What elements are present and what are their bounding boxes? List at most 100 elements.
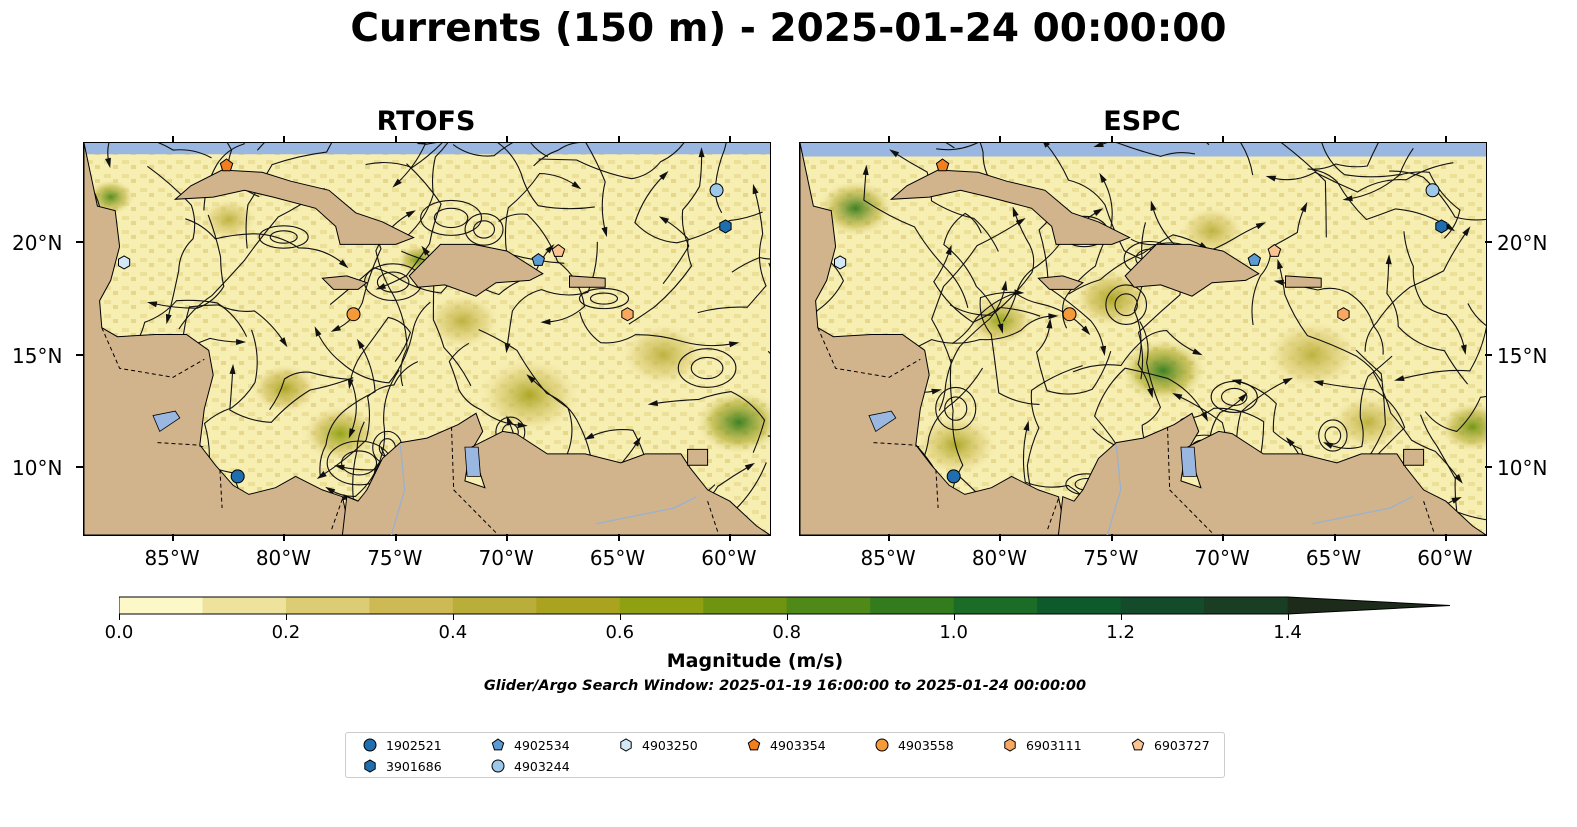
lon-tick-espc-5: 60°W <box>1417 546 1473 570</box>
streamline-arrow <box>348 428 356 439</box>
speed-hotspot <box>198 197 259 243</box>
panel-title-rtofs: RTOFS <box>376 106 476 137</box>
streamline-arrow <box>330 324 341 332</box>
colorbar-bin <box>202 597 287 614</box>
streamline-arrow <box>236 339 247 345</box>
streamline-arrow <box>1001 280 1008 291</box>
legend-marker-hexagon-icon <box>1004 738 1016 752</box>
float-4903244-marker[interactable] <box>709 183 724 198</box>
float-4903354-marker[interactable] <box>935 158 950 172</box>
colorbar-bin <box>703 597 788 614</box>
streamline-arrow <box>517 422 528 429</box>
streamline-arrow <box>658 216 669 224</box>
country-border <box>1423 501 1436 535</box>
float-4902534-marker[interactable] <box>1247 252 1262 266</box>
float-4903558-marker[interactable] <box>1062 307 1077 322</box>
float-6903111-marker[interactable] <box>621 307 634 322</box>
legend-item-4903244[interactable]: 4903244 <box>490 758 570 774</box>
speed-hotspot <box>422 290 503 351</box>
streamline-arrow <box>421 245 430 256</box>
lon-tick-rtofs-3: 70°W <box>478 546 534 570</box>
streamline-arrow <box>1255 222 1266 230</box>
streamline-arrow <box>279 337 288 348</box>
streamline-arrow <box>1231 379 1242 386</box>
legend-label: 4903250 <box>642 737 698 753</box>
legend-item-4903250[interactable]: 4903250 <box>618 737 698 753</box>
lon-tick-mark <box>888 136 891 143</box>
float-6903727-marker[interactable] <box>1267 243 1282 257</box>
colorbar-bin <box>1120 597 1205 614</box>
streamline-arrow <box>147 301 158 308</box>
streamline-arrow <box>1265 175 1277 182</box>
lon-tick-mark <box>172 136 175 143</box>
lake-0 <box>152 410 181 433</box>
lon-tick-espc-3: 70°W <box>1194 546 1250 570</box>
streamline-arrow <box>1172 393 1183 400</box>
streamline-arrow <box>698 147 705 158</box>
colorbar-tick-label: 0.8 <box>772 622 802 643</box>
float-4902534-marker[interactable] <box>531 252 546 266</box>
streamline-arrow <box>314 326 322 337</box>
legend-marker-circle-icon <box>363 738 377 752</box>
streamline-arrow <box>633 436 641 447</box>
speed-hotspot <box>1118 336 1209 405</box>
lon-tick-mark <box>1444 136 1447 143</box>
lon-tick-rtofs-0: 85°W <box>144 546 200 570</box>
float-1902521-marker[interactable] <box>230 469 245 484</box>
float-4903250-marker[interactable] <box>834 255 847 270</box>
streamline-arrow <box>1150 200 1157 211</box>
float-4903244-marker[interactable] <box>1425 183 1440 198</box>
float-6903727-marker[interactable] <box>551 243 566 257</box>
streamline-arrow <box>506 415 513 426</box>
legend-marker-circle-icon <box>875 738 889 752</box>
legend-item-3901686[interactable]: 3901686 <box>362 758 442 774</box>
lon-tick-mark <box>617 534 620 541</box>
colorbar-tick-mark <box>1120 614 1122 620</box>
land-trinidad <box>1403 448 1425 466</box>
river <box>390 444 406 535</box>
streamline-arrow <box>1015 218 1026 226</box>
streamline-arrow <box>229 363 236 375</box>
streamline-arrow <box>1313 380 1324 387</box>
float-1902521-marker[interactable] <box>946 469 961 484</box>
streamline-arrow <box>526 374 536 384</box>
speed-hotspot <box>300 403 381 464</box>
float-4903250-marker[interactable] <box>118 255 131 270</box>
lon-tick-mark <box>1333 534 1336 541</box>
land-cuba <box>173 169 415 245</box>
lon-tick-mark <box>728 534 731 541</box>
legend-item-4903558[interactable]: 4903558 <box>874 737 954 753</box>
streamline-arrow <box>347 378 354 390</box>
lon-tick-mark <box>1222 534 1225 541</box>
streamline-arrow <box>105 157 111 169</box>
streamline-arrow <box>1342 195 1353 202</box>
lon-tick-rtofs-5: 60°W <box>701 546 757 570</box>
float-3901686-marker[interactable] <box>719 219 732 234</box>
streamline-arrow <box>1093 143 1104 147</box>
lake-1 <box>464 446 481 477</box>
page-title: Currents (150 m) - 2025-01-24 00:00:00 <box>350 6 1227 51</box>
float-3901686-marker[interactable] <box>1435 219 1448 234</box>
country-border <box>157 442 205 448</box>
colorbar-bin <box>953 597 1038 614</box>
streamline-arrow <box>1046 318 1053 329</box>
float-6903111-marker[interactable] <box>1337 307 1350 322</box>
legend-item-6903727[interactable]: 6903727 <box>1130 737 1210 753</box>
legend-item-1902521[interactable]: 1902521 <box>362 737 442 753</box>
lon-tick-mark <box>506 534 509 541</box>
streamline-arrow <box>601 226 608 238</box>
streamline-arrow <box>1099 172 1107 183</box>
colorbar-bin <box>1204 597 1289 614</box>
legend-item-4902534[interactable]: 4902534 <box>490 737 570 753</box>
legend-item-6903111[interactable]: 6903111 <box>1002 737 1082 753</box>
colorbar-tick-label: 1.4 <box>1273 622 1302 643</box>
float-4903558-marker[interactable] <box>346 307 361 322</box>
river <box>1312 496 1413 525</box>
lon-tick-mark <box>394 136 397 143</box>
colorbar-tick-mark <box>786 614 788 620</box>
search-window-text: Glider/Argo Search Window: 2025-01-19 16… <box>483 678 1087 694</box>
streamline-arrow <box>931 388 942 395</box>
streamline-arrow <box>540 318 551 325</box>
legend-item-4903354[interactable]: 4903354 <box>746 737 826 753</box>
float-4903354-marker[interactable] <box>219 158 234 172</box>
